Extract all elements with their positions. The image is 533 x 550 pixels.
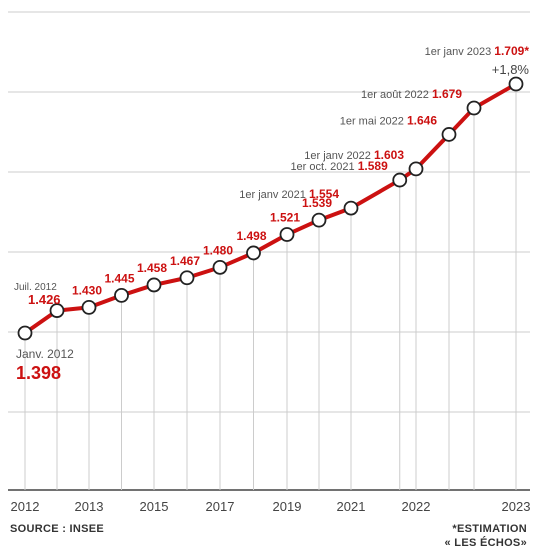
x-tick-label: 2017 [206,499,235,514]
data-point [311,212,327,228]
x-tick-label: 2013 [75,499,104,514]
date-label: Juil. 2012 [14,282,57,293]
change-label: +1,8% [492,62,530,77]
value-label: 1er janv 2023 1.709* [425,44,530,58]
value-label: 1er oct. 2021 1.589 [290,159,388,173]
x-tick-label: 2012 [11,499,40,514]
estimate-note-line-1: *ESTIMATION [452,523,527,535]
value-label: 1.458 [137,261,167,275]
data-point [146,277,162,293]
date-label: Janv. 2012 [16,347,74,361]
value-label: 1er mai 2022 1.646 [340,113,438,127]
value-label: 1.480 [203,243,233,257]
x-axis: 2012 2013 2015 2017 2019 2021 2022 2023 [11,499,531,514]
data-point [246,245,261,261]
x-tick-label: 2019 [273,499,302,514]
x-tick-label: 2021 [337,499,366,514]
estimate-note-line-2: « LES ÉCHOS» [444,537,527,549]
series-line [17,76,524,341]
data-point [81,299,97,315]
value-label: 1.467 [170,254,200,268]
x-tick-label: 2015 [140,499,169,514]
value-label: 1er janv 2022 1.603 [304,148,404,162]
value-label: 1er janv 2021 1.554 [239,187,339,201]
data-point [179,270,195,286]
x-tick-label: 2022 [402,499,431,514]
data-point [508,76,524,92]
data-point [279,227,295,242]
data-point [441,127,457,142]
value-label: 1.498 [236,229,266,243]
value-label: 1.539 [302,196,332,210]
data-point [212,259,228,275]
value-label: 1er août 2022 1.679 [361,87,462,101]
data-point [343,200,359,216]
data-point [114,287,129,303]
data-point [408,161,424,177]
value-label: 1.445 [104,271,134,285]
estimate-note: *ESTIMATION « LES ÉCHOS» [445,522,527,550]
gridlines [8,11,530,491]
value-label: 1.430 [72,283,102,297]
data-point [392,172,408,188]
smic-line-chart: 2012 2013 2015 2017 2019 2021 2022 2023 Janv. 2… [8,11,531,514]
value-label: 1.398 [16,363,61,383]
value-label: 1.426 [28,292,61,307]
data-point [17,325,33,341]
x-tick-label: 2023 [502,499,531,514]
source-note: SOURCE : INSEE [10,523,105,535]
value-label: 1.521 [270,211,300,225]
series-line-path [23,82,517,335]
data-point [49,303,65,318]
data-point [466,100,482,116]
